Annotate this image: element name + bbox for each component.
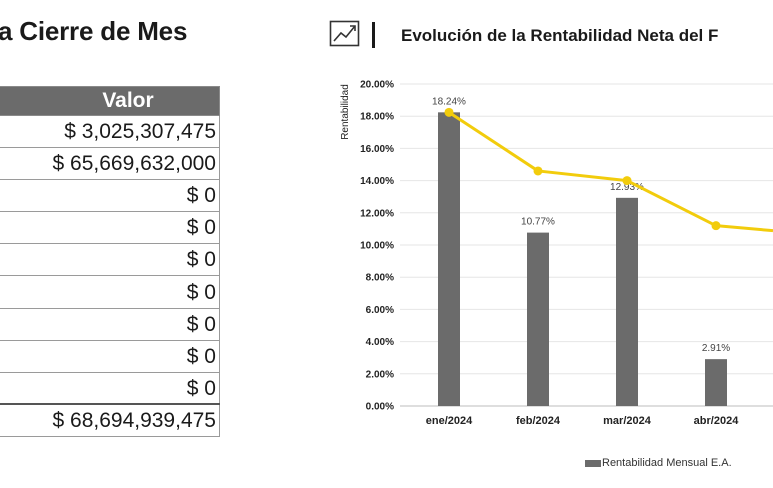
legend-swatch [585,459,601,467]
bar [527,232,549,406]
y-tick-label: 2.00% [366,369,394,380]
x-tick-label: abr/2024 [694,415,740,427]
y-axis-label: Rentabilidad [340,84,351,140]
bar [438,112,460,406]
table-cell-total: $ 68,694,939,475 [0,403,220,437]
y-tick-label: 8.00% [366,273,394,284]
bar-data-label: 12.93% [610,182,644,193]
y-axis-ticks: 0.00% 2.00% 4.00% 6.00% 8.00% 10.00% 12.00% 14.… [360,80,394,413]
bars: 18.24% 10.77% 12.93% 2.91% [432,96,730,406]
x-tick-label: ene/2024 [426,415,473,427]
bar [705,359,727,406]
y-tick-label: 0.00% [366,402,394,413]
header-divider [372,22,375,48]
bar [616,197,638,406]
table-cell-value: $ 0 [0,243,220,277]
chart-title: Evolución de la Rentabilidad Neta del F [401,26,719,45]
y-tick-label: 10.00% [360,241,394,252]
x-tick-label: mar/2024 [603,415,652,427]
trend-chart-icon [329,20,360,47]
bar-data-label: 2.91% [702,343,730,354]
line-point [622,176,632,186]
y-tick-label: 14.00% [360,176,394,187]
table-cell-value: $ 0 [0,307,220,341]
bar-data-label: 18.24% [432,96,466,107]
x-axis-labels: ene/2024 feb/2024 mar/2024 abr/2024 [426,415,739,427]
value-column-header: Valor [0,86,220,116]
legend: Rentabilidad Mensual E.A. [585,457,732,469]
y-tick-label: 20.00% [360,80,394,91]
line-point [533,166,543,176]
value-table: Valor $ 3,025,307,475 $ 65,669,632,000 $… [0,86,220,437]
y-tick-label: 6.00% [366,305,394,316]
y-tick-label: 12.00% [360,208,394,219]
table-cell-value: $ 0 [0,371,220,405]
table-cell-value: $ 0 [0,179,220,213]
y-tick-label: 4.00% [366,337,394,348]
x-tick-label: feb/2024 [516,415,561,427]
line-point [444,107,454,117]
y-tick-label: 16.00% [360,144,394,155]
legend-label: Rentabilidad Mensual E.A. [602,457,732,469]
line-series [444,107,773,233]
y-tick-label: 18.00% [360,112,394,123]
table-title: a Cierre de Mes [0,16,188,46]
line-point [711,221,721,231]
bar-data-label: 10.77% [521,217,555,228]
